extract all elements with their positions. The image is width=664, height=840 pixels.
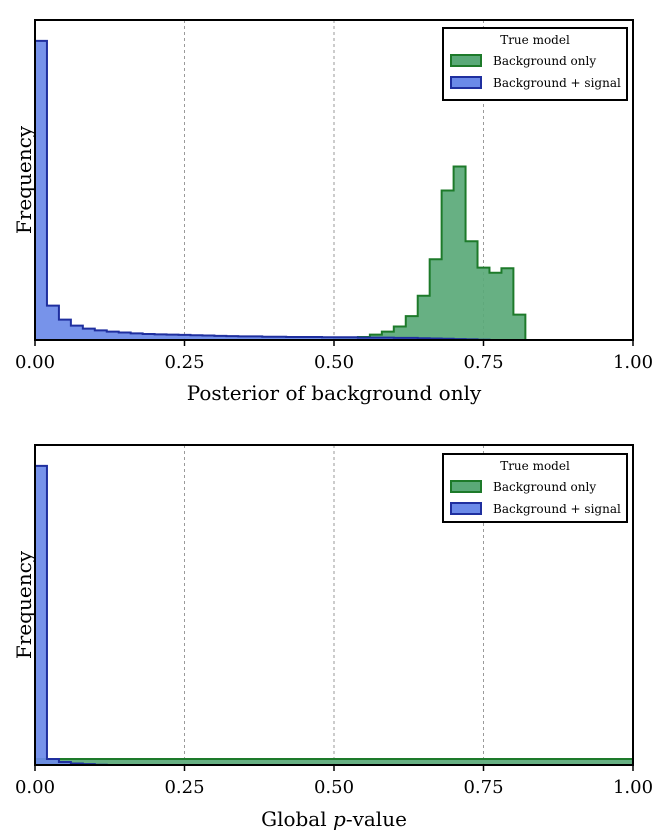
top-x-ticks: 0.00 0.25 0.50 0.75 1.00 (15, 340, 653, 373)
x-tick-label-4: 1.00 (613, 777, 653, 798)
bottom-y-axis-label: Frequency (12, 550, 36, 659)
x-tick-label-4: 1.00 (613, 352, 653, 373)
top-legend-swatch-background-signal (450, 76, 482, 89)
bottom-legend: True model Background only Background + … (442, 453, 628, 523)
bottom-legend-swatch-background-only (450, 480, 482, 493)
top-legend-label-background-only: Background only (493, 54, 596, 68)
histogram-background-only (35, 165, 527, 341)
bottom-legend-swatch-background-signal (450, 502, 482, 515)
top-legend-title: True model (500, 33, 570, 47)
x-tick-label-0: 0.00 (15, 352, 55, 373)
x-tick-label-2: 0.50 (314, 352, 354, 373)
top-y-axis-label: Frequency (12, 125, 36, 234)
bottom-x-axis-label: Global p-value (261, 807, 407, 831)
bottom-grid (184, 445, 484, 765)
top-legend: True model Background only Background + … (442, 27, 628, 101)
bottom-panel: 0.00 0.25 0.50 0.75 1.00 Global p-value Freq… (12, 444, 653, 831)
top-panel: 0.00 0.25 0.50 0.75 1.00 Posterior of backgr… (12, 19, 653, 405)
x-tick-label-3: 0.75 (463, 777, 503, 798)
histogram-background-only (34, 758, 634, 766)
top-legend-label-background-signal: Background + signal (493, 76, 621, 90)
bottom-legend-label-background-only: Background only (493, 480, 596, 494)
top-x-axis-label: Posterior of background only (187, 381, 482, 405)
xlabel-suffix: -value (346, 807, 407, 831)
x-tick-label-1: 0.25 (164, 777, 204, 798)
histogram-background-signal (34, 39, 514, 341)
bottom-legend-title: True model (500, 459, 570, 473)
xlabel-prefix: Global (261, 807, 333, 831)
histogram-background-signal (34, 464, 119, 766)
x-tick-label-0: 0.00 (15, 777, 55, 798)
top-legend-swatch-background-only (450, 54, 482, 67)
x-tick-label-3: 0.75 (463, 352, 503, 373)
bottom-series (34, 464, 634, 766)
bottom-legend-label-background-signal: Background + signal (493, 502, 621, 516)
xlabel-italic-p: p (333, 807, 346, 831)
x-tick-label-2: 0.50 (314, 777, 354, 798)
bottom-x-ticks: 0.00 0.25 0.50 0.75 1.00 (15, 765, 653, 798)
x-tick-label-1: 0.25 (164, 352, 204, 373)
